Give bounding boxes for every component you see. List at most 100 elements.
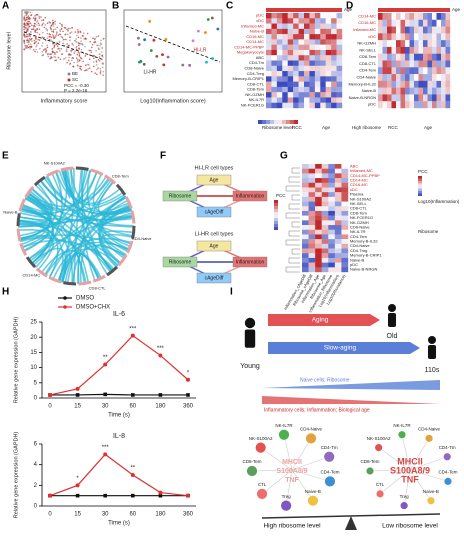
link [260, 447, 293, 471]
label: HI-LR [193, 47, 206, 53]
heatmap-cell [293, 55, 299, 61]
heatmap-cell [387, 101, 392, 109]
heatmap-cell [298, 34, 305, 40]
label: Ribosome [169, 193, 192, 199]
heatmap-cell [315, 164, 322, 169]
heatmap-cell [315, 210, 322, 216]
scatter-dot [61, 23, 63, 26]
heatmap-cell [314, 81, 321, 88]
data-point [158, 393, 163, 397]
label: CD14-MC [22, 272, 40, 277]
scatter-dot [71, 57, 73, 59]
heatmap-cell [378, 19, 383, 27]
scatter-dot [31, 24, 33, 27]
scatter-dot [89, 49, 92, 52]
label: CD4-Tm [439, 445, 456, 450]
scatter-dot [102, 70, 105, 73]
heatmap-cell [436, 13, 442, 20]
chord [57, 248, 120, 282]
heatmap-cell [341, 173, 349, 179]
data-point [48, 493, 52, 498]
scatter-dot [97, 67, 99, 69]
heatmap-cell [436, 46, 442, 54]
heatmap-cell [271, 60, 278, 66]
heatmap-cell [427, 101, 433, 109]
heatmap-cell [315, 206, 322, 212]
label: RCC [388, 125, 398, 130]
label: ABC [256, 55, 264, 60]
heatmap-cell [309, 102, 316, 109]
heatmap-cell [387, 33, 392, 41]
scatter-dot [99, 67, 102, 70]
scatter-dot [55, 33, 58, 35]
scatter-dot [196, 29, 200, 33]
label: Naive-B [3, 209, 18, 214]
heatmap-cell [382, 46, 388, 54]
cell [246, 465, 258, 477]
scatter-dot [25, 14, 27, 16]
heatmap-cell [423, 33, 428, 41]
heatmap-cell [400, 19, 406, 27]
heatmap-cell [334, 234, 342, 240]
heatmap-cell [336, 18, 343, 24]
heatmap-cell [336, 81, 343, 88]
scatter-dot [27, 33, 29, 36]
heatmap-cell [331, 34, 337, 40]
heatmap-cell [287, 86, 294, 93]
label: RCC [292, 125, 302, 130]
label: NK-SELL [350, 201, 367, 206]
heatmap-cell [409, 53, 415, 61]
scatter-dot [79, 30, 82, 33]
dendrogram [288, 257, 300, 264]
heatmap-cell [298, 39, 305, 45]
data-point [186, 493, 190, 498]
scatter-dot [100, 39, 102, 42]
label: Naive-B-NRGN [349, 95, 376, 100]
heatmap-cell [427, 94, 433, 102]
significance: * [76, 476, 79, 482]
scatter-dot [88, 49, 90, 52]
label: Age [210, 243, 219, 249]
heatmap-cell [309, 71, 316, 77]
heatmap-cell [328, 182, 336, 188]
scatter-dot [48, 38, 51, 41]
node [162, 256, 198, 268]
scatter-dot [93, 38, 96, 41]
data-point [75, 493, 80, 498]
scatter-dot [138, 60, 141, 64]
scatter-dot [80, 68, 83, 71]
heatmap-cell [427, 60, 433, 68]
cell [424, 433, 434, 443]
heatmap-cell [315, 220, 322, 226]
heatmap-cell [271, 55, 278, 61]
heatmap-cell [321, 168, 329, 174]
heatmap-cell [441, 87, 446, 95]
heatmap-cell [400, 53, 406, 61]
heatmap-cell [409, 87, 415, 95]
heatmap-cell [314, 13, 321, 19]
heatmap-cell [418, 67, 424, 75]
label: CD14-MC-PPBP [234, 44, 264, 49]
scatter-dot [76, 64, 79, 66]
heatmap-cell [287, 55, 294, 61]
scatter-dot [46, 46, 49, 49]
heatmap-cell [391, 33, 397, 41]
heatmap-cell [409, 101, 415, 109]
heatmap-cell [271, 13, 278, 19]
significance: ** [103, 355, 108, 361]
scatter-dot [47, 53, 49, 56]
heatmap-cell [315, 248, 322, 254]
scatter-dot [37, 38, 39, 41]
label: cDC [256, 18, 264, 23]
heatmap-cell [321, 164, 329, 169]
heatmap-cell [432, 26, 437, 34]
scatter-dot [94, 41, 97, 43]
label: CD4-Tm [249, 60, 265, 65]
heatmap-cell [321, 187, 329, 193]
chord [61, 169, 71, 199]
label: Low ribosome level [382, 523, 438, 530]
scatter-dot [71, 43, 73, 45]
heatmap-cell [441, 67, 446, 75]
label: NK-IL7R [275, 423, 293, 428]
heatmap-cell [314, 60, 321, 66]
